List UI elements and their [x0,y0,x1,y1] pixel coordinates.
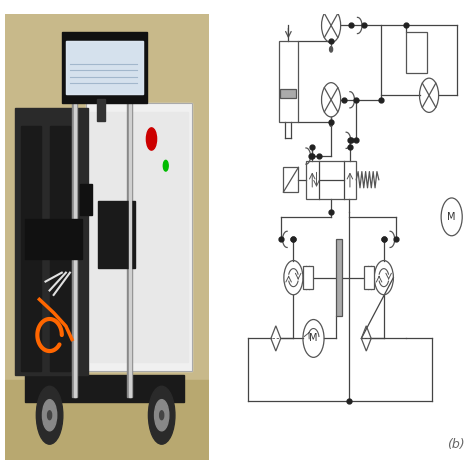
Circle shape [329,46,333,52]
Bar [129,77,131,397]
Circle shape [146,128,156,150]
Circle shape [43,400,57,431]
Circle shape [155,400,169,431]
Bar [50,126,70,371]
Bar [74,77,76,397]
Bar [66,41,143,94]
Bar [306,161,356,199]
Bar [407,32,427,73]
Bar [281,90,296,98]
Bar [25,375,184,402]
Bar [303,266,313,289]
Bar [283,167,299,192]
Bar [86,103,192,371]
Text: M: M [309,333,318,344]
Bar [336,239,342,316]
Circle shape [47,411,52,419]
Bar [62,32,147,103]
Circle shape [148,386,175,444]
Circle shape [36,386,63,444]
Bar [21,126,41,371]
Bar [66,41,143,94]
Bar [5,380,209,460]
Circle shape [164,160,168,171]
Bar [80,183,92,215]
Bar [99,201,135,268]
Circle shape [160,411,164,419]
Bar [364,266,374,289]
Bar [86,103,192,371]
Circle shape [329,121,333,127]
Bar [98,99,105,121]
Bar [91,112,188,362]
Bar [15,108,88,375]
Bar [25,219,82,259]
Bar [72,77,77,397]
Bar [279,41,298,122]
Text: (b): (b) [447,438,464,451]
Text: M: M [447,212,456,222]
Bar [127,77,132,397]
